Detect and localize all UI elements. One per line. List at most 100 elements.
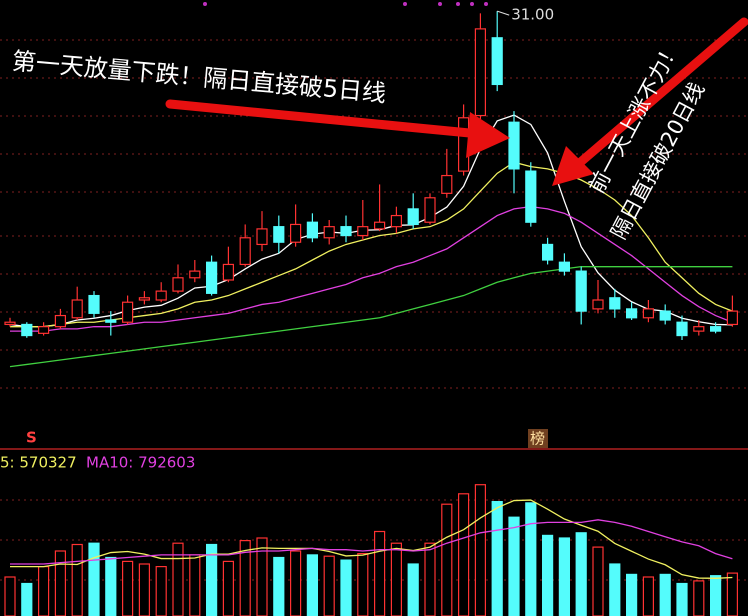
candle-body — [558, 261, 571, 272]
background-grid — [0, 39, 748, 581]
candle-body — [592, 299, 604, 310]
candle-body — [575, 270, 587, 312]
volume-bar — [458, 493, 470, 616]
candle-body — [441, 174, 453, 194]
candle-body — [525, 170, 537, 223]
marker-box — [528, 429, 548, 448]
candle-body — [474, 28, 486, 117]
dot — [484, 2, 488, 6]
candle-body — [138, 297, 150, 301]
volume-bar — [306, 554, 318, 616]
candle-body — [625, 308, 638, 319]
candle-body — [206, 261, 218, 294]
top-dots — [203, 2, 488, 6]
signal-marker: 榜 — [530, 430, 545, 448]
volume-bar — [54, 550, 67, 616]
volume-bar — [357, 552, 369, 616]
dot — [203, 2, 207, 6]
candle-body — [541, 243, 554, 261]
candle-body — [340, 226, 352, 237]
moving-average-line — [10, 499, 733, 579]
candle-body — [390, 214, 402, 228]
volume-bar — [390, 542, 402, 616]
candle-body — [290, 223, 302, 243]
volume-bar — [37, 565, 50, 616]
candle-body — [374, 221, 386, 230]
volume-bar — [676, 582, 688, 616]
arrow-head — [466, 112, 510, 158]
candle-body — [71, 299, 83, 319]
max-label: 31.00 — [511, 6, 554, 24]
volume-bar — [709, 575, 722, 616]
candle-body — [508, 121, 520, 170]
candle-body — [726, 310, 739, 326]
moving-average-line — [10, 206, 733, 332]
volume-bar — [88, 542, 100, 616]
arrows — [165, 17, 748, 186]
candle-body — [693, 326, 705, 332]
candle-body — [407, 208, 419, 226]
candle-body — [323, 226, 335, 239]
volume-bar — [558, 537, 571, 616]
candle-body — [88, 294, 100, 314]
volume-bar — [541, 534, 554, 616]
candle-body — [424, 197, 436, 223]
candle-body — [642, 308, 655, 319]
candle-body — [155, 290, 167, 301]
candle-body — [121, 301, 134, 323]
volume-bar — [508, 516, 520, 616]
volume-bar — [4, 576, 16, 616]
volume-bar — [290, 550, 302, 616]
arrow-shaft — [571, 17, 748, 171]
volume-bar — [441, 503, 453, 616]
candle-body — [609, 297, 621, 310]
candle-body — [491, 37, 503, 86]
volume-bar — [659, 573, 671, 616]
volume-bar — [273, 556, 285, 616]
candle-body — [37, 326, 50, 334]
candle-body — [172, 277, 184, 292]
arrow-shaft — [165, 99, 485, 139]
dot — [456, 2, 460, 6]
volume-bar — [121, 560, 134, 616]
volume-bar — [407, 563, 419, 616]
dot — [470, 2, 474, 6]
volume-bar — [256, 537, 268, 616]
moving-average-line — [9, 266, 733, 368]
candle-body — [54, 314, 67, 328]
signal-marker: S — [26, 429, 37, 447]
candle-body — [189, 270, 201, 279]
candle-body — [239, 237, 251, 266]
volume-bar — [693, 580, 705, 616]
volume-bar — [323, 555, 335, 616]
volume-bar — [575, 532, 587, 616]
arrow-head — [552, 146, 594, 186]
volume-bar — [105, 556, 117, 616]
volume-bar — [155, 565, 167, 616]
volume-bar — [374, 530, 386, 616]
candle-body — [458, 117, 470, 172]
volume-legend: 5: 570327 — [0, 454, 77, 472]
volume-bar — [474, 484, 486, 616]
volume-bar — [138, 563, 150, 616]
volume-bar — [525, 502, 537, 616]
volume-bar — [206, 543, 218, 616]
candle-body — [21, 323, 33, 337]
candle-body — [709, 326, 722, 332]
volume-bar — [642, 576, 655, 616]
candle-body — [306, 221, 318, 239]
volume-bar — [340, 559, 352, 616]
candle-body — [256, 228, 268, 246]
volume-bar — [172, 542, 184, 616]
dot — [438, 2, 442, 6]
volume-bar — [21, 582, 33, 616]
candle-body — [105, 319, 117, 323]
volume-legend: MA10: 792603 — [86, 454, 195, 472]
volume-bar — [726, 572, 739, 616]
volume-bar — [609, 563, 621, 616]
volume-bar — [424, 542, 436, 616]
volume-bar — [592, 546, 604, 616]
candle-body — [357, 226, 369, 237]
volume-bar — [625, 573, 638, 616]
